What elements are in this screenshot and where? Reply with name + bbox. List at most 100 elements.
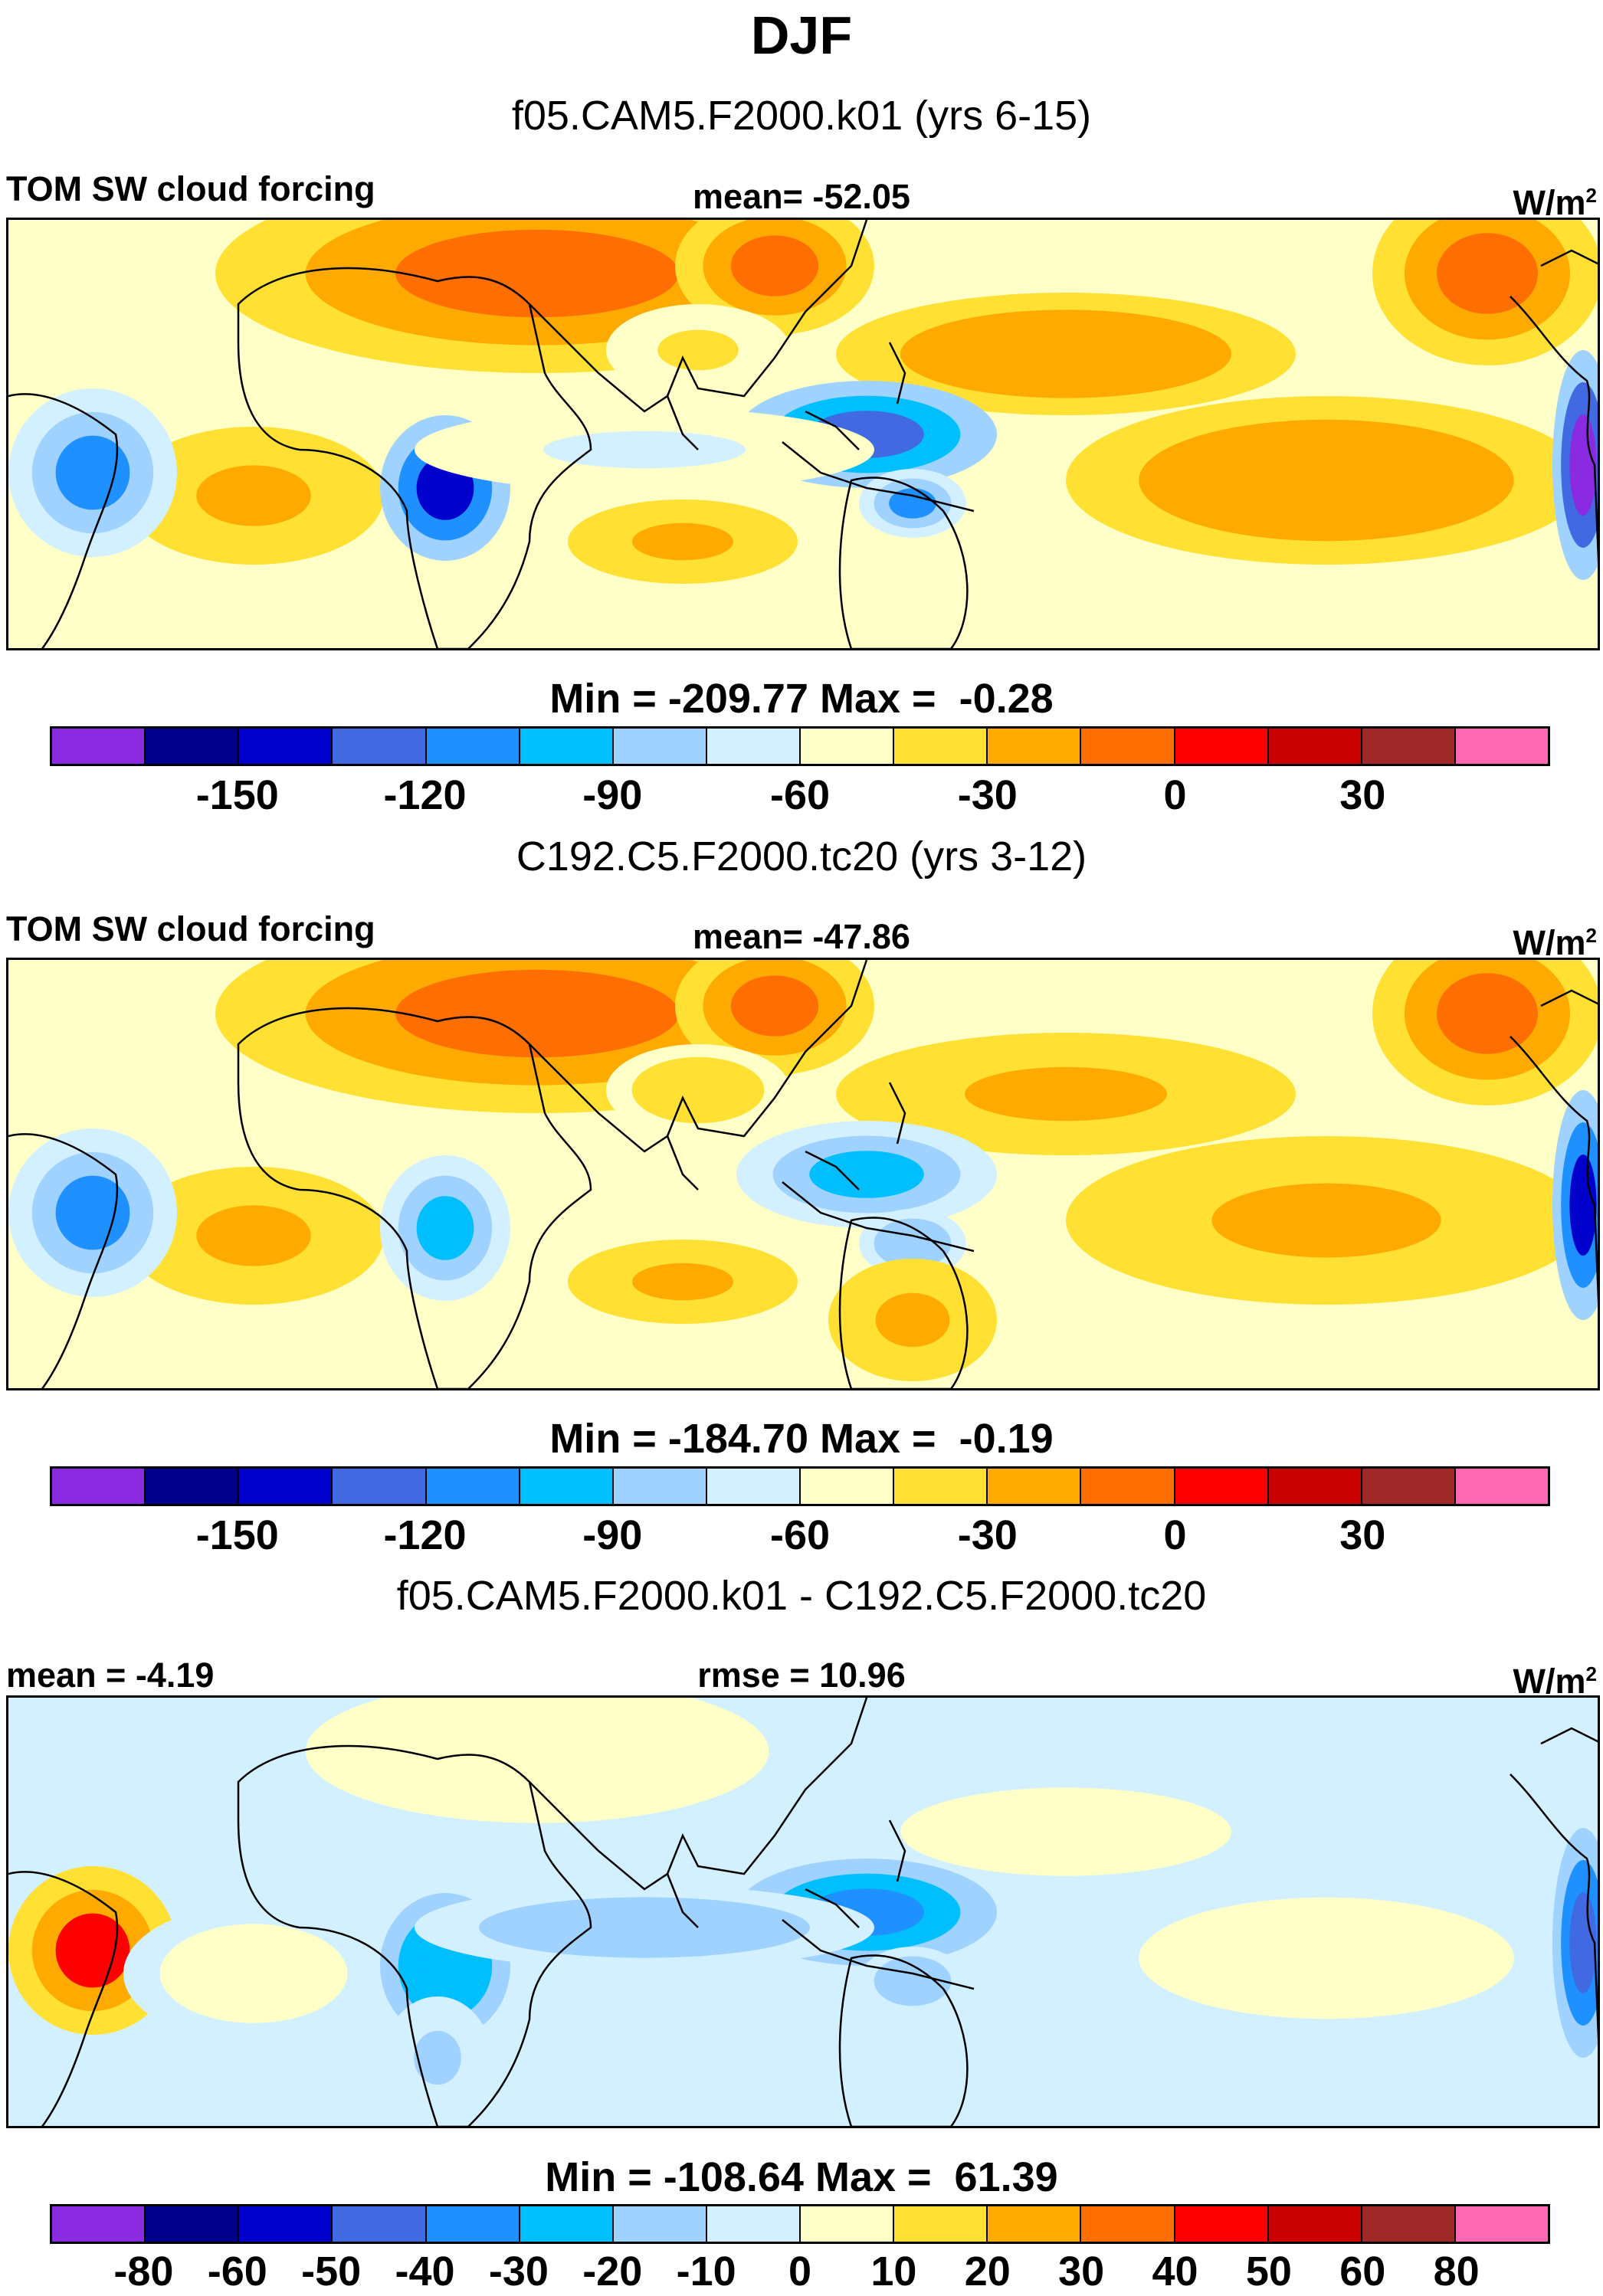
colorbar-tick-label: -30 [957,1512,1018,1558]
colorbar-tick-label: -60 [207,2249,267,2294]
contour-region-south-indian [632,522,733,561]
panel-2-colorbar [50,1466,1550,1506]
coastline [888,1082,906,1145]
colorbar-tick-label: 50 [1245,2249,1292,2294]
contour-region-south-america-coast [1569,1892,1597,1993]
coastline [1510,1774,1598,2042]
colorbar-swatch [333,729,427,764]
contour-region-southeast-asia [730,975,819,1037]
colorbar-swatch [801,1469,895,1504]
colorbar-swatch [1455,2206,1548,2242]
colorbar-swatch [146,2206,240,2242]
panel-1-map [6,218,1600,650]
coastline [529,220,868,413]
coastline [8,1133,119,1388]
panel-3-map [6,1695,1600,2128]
panel-3-mean-label: mean = -4.19 [6,1656,215,1695]
colorbar-tick-label: 0 [1163,1512,1187,1558]
colorbar-swatch [1455,1469,1548,1504]
coastline [805,1150,860,1191]
coastline [666,395,699,450]
contour-region-africa-south [414,2030,461,2085]
contour-region-north-pacific [965,1066,1167,1122]
contour-region-maritime-continent [809,1151,924,1198]
colorbar-swatch [239,1469,333,1504]
colorbar-tick-label: -120 [383,1512,467,1558]
colorbar-swatch [894,1469,988,1504]
coastline [888,342,906,405]
colorbar-swatch [1175,1469,1269,1504]
colorbar-swatch [1362,1469,1456,1504]
colorbar-swatch [520,1469,614,1504]
colorbar-swatch [426,1469,520,1504]
panel-1-case-title: f05.CAM5.F2000.k01 (yrs 6-15) [511,93,1092,139]
colorbar-swatch [894,2206,988,2242]
coastline [529,960,868,1153]
colorbar-swatch [1268,2206,1362,2242]
colorbar-swatch [988,1469,1082,1504]
colorbar-swatch [1081,729,1175,764]
colorbar-swatch [1081,1469,1175,1504]
coastline [1540,1727,1598,1745]
panel-3-rmse-label: rmse = 10.96 [697,1656,906,1695]
panel-3-units-label: W/m2 [1513,1662,1597,1701]
panel-1-minmax: Min = -209.77 Max = -0.28 [549,676,1054,722]
colorbar-swatch [801,2206,895,2242]
coastline [1540,989,1598,1007]
panel-2-units-label: W/m2 [1513,923,1597,962]
contour-region-south-asia [657,329,739,371]
coastline [888,1819,906,1882]
colorbar-tick-label: -30 [957,772,1018,818]
coastline [838,1954,969,2126]
coastline [666,1135,699,1191]
colorbar-tick-label: 80 [1433,2249,1480,2294]
colorbar-swatch [426,2206,520,2242]
colorbar-swatch [520,2206,614,2242]
colorbar-swatch [706,729,801,764]
colorbar-swatch [1268,729,1362,764]
contour-region-south-pacific [1211,1921,1441,1996]
coastline [237,1007,592,1388]
colorbar-swatch [1175,2206,1269,2242]
contour-region-south-indian [632,1263,733,1301]
coastline [805,410,860,450]
colorbar-tick-label: -150 [195,1512,279,1558]
map-svg [8,1698,1598,2126]
colorbar-tick-label: 30 [1339,1512,1386,1558]
colorbar-swatch [988,2206,1082,2242]
colorbar-swatch [801,729,895,764]
colorbar-swatch [1362,2206,1456,2242]
coastline [1510,296,1598,564]
colorbar-tick-label: 30 [1339,772,1386,818]
colorbar-swatch [52,1469,146,1504]
contour-region-north-africa-arabia [395,969,679,1058]
panel-3-case-title: f05.CAM5.F2000.k01 - C192.C5.F2000.tc20 [396,1573,1207,1619]
contour-region-south-pacific [1211,1183,1441,1258]
colorbar-swatch [520,729,614,764]
colorbar-tick-label: -10 [676,2249,736,2294]
coastline [666,1873,699,1928]
contour-region-south-atlantic [196,1205,311,1266]
contour-region-north-africa-arabia [395,1707,679,1796]
colorbar-swatch [146,729,240,764]
colorbar-tick-label: -60 [769,772,831,818]
panel-1-mean-label: mean= -52.05 [693,177,910,216]
colorbar-tick-label: 20 [964,2249,1011,2294]
colorbar-swatch [1081,2206,1175,2242]
main-title: DJF [750,5,853,65]
colorbar-swatch [613,2206,707,2242]
contour-region-west-mexico [1437,973,1538,1054]
colorbar-tick-label: -120 [383,772,467,818]
colorbar-tick-label: -40 [395,2249,455,2294]
coastline [838,1217,969,1388]
contour-region-south-atlantic [196,1943,311,2004]
panel-2-mean-label: mean= -47.86 [693,917,910,956]
colorbar-tick-label: -80 [113,2249,174,2294]
colorbar-tick-label: 0 [1163,772,1187,818]
coastline [838,477,969,648]
contour-region-north-pacific [965,1804,1167,1859]
contour-region-north-pacific [965,326,1167,382]
coastline [8,1871,119,2126]
panel-1-colorbar [50,726,1550,766]
colorbar-swatch [1362,729,1456,764]
